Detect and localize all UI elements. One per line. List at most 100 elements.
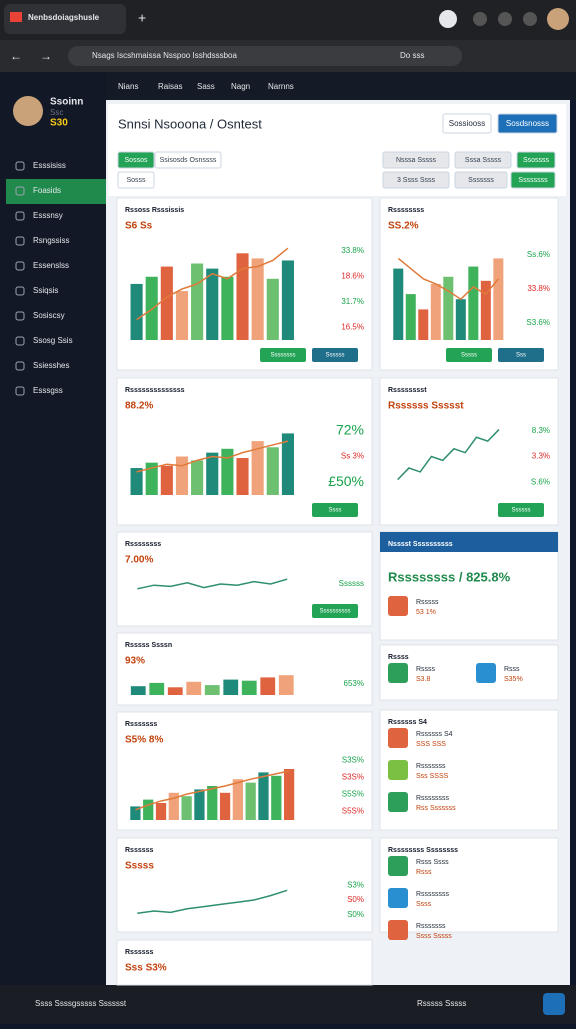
bar <box>223 679 239 695</box>
item-value: Rss Sssssss <box>416 805 456 812</box>
bar <box>281 433 294 495</box>
icon[interactable] <box>498 12 512 26</box>
nav-item[interactable]: Nians <box>118 82 138 91</box>
icon[interactable] <box>523 12 537 26</box>
nav-item[interactable]: Narnns <box>268 82 294 91</box>
header-button[interactable] <box>442 113 492 134</box>
filter-label: Ssisosds Osnssss <box>160 157 217 164</box>
item-icon <box>388 596 408 616</box>
side-label: S5S% <box>342 790 364 799</box>
item-icon <box>388 728 408 748</box>
bar <box>194 789 205 820</box>
filter-chip[interactable] <box>454 151 512 169</box>
side-label: 16.5% <box>341 322 364 331</box>
filter-chip[interactable] <box>117 171 155 189</box>
card-title: Nsssst Ssssssssss <box>388 541 453 548</box>
card-button[interactable] <box>446 348 492 362</box>
nav-item[interactable]: Nagn <box>231 82 250 91</box>
bar <box>206 268 219 340</box>
footer <box>0 985 576 1024</box>
filter-chip[interactable] <box>382 151 450 169</box>
footer-left: Ssss Ssssgsssss Sssssst <box>35 999 127 1008</box>
filter-label: Nsssa Sssss <box>396 157 437 164</box>
side-label: 3.3% <box>532 452 550 461</box>
filter-chip[interactable] <box>117 151 155 169</box>
icon[interactable] <box>473 12 487 26</box>
card-kpi: Sssss <box>125 861 154 872</box>
bar <box>186 681 202 695</box>
nav-item[interactable]: Raisas <box>158 82 182 91</box>
menu-item[interactable]: Sosiscsy <box>33 311 65 320</box>
filter-chip[interactable] <box>454 171 508 189</box>
menu-icon <box>15 211 25 221</box>
bar <box>393 268 404 340</box>
bar <box>405 294 416 340</box>
card <box>379 644 559 701</box>
tab[interactable] <box>4 4 126 34</box>
item-value: S3.8 <box>416 676 431 683</box>
filter-label: Ssossss <box>523 157 550 164</box>
line <box>135 770 290 811</box>
menu-item[interactable]: Ssiesshes <box>33 361 69 370</box>
menu-item[interactable]: Foasids <box>33 186 61 195</box>
card <box>116 711 373 831</box>
item-name: Rssssss S4 <box>416 731 453 738</box>
menu-item[interactable]: Essenslss <box>33 261 69 270</box>
menu-icon <box>15 236 25 246</box>
bar <box>191 263 204 340</box>
side-label: £50% <box>328 473 364 489</box>
item-value: S35% <box>504 676 523 683</box>
bar <box>281 260 294 340</box>
address-bar[interactable] <box>68 46 462 66</box>
filter-chip[interactable] <box>516 151 556 169</box>
nav-item[interactable]: Sass <box>197 82 215 91</box>
side-label: Ss 3% <box>341 452 364 461</box>
header-button[interactable] <box>497 113 558 134</box>
card-button[interactable] <box>498 503 544 517</box>
menu-item[interactable]: Ssiqsis <box>33 286 58 295</box>
card-button[interactable] <box>312 348 358 362</box>
forward[interactable]: → <box>40 49 52 63</box>
line <box>397 429 500 481</box>
card <box>116 939 373 986</box>
filter-label: Ssssssss <box>518 177 548 184</box>
side-label: S0% <box>347 895 364 904</box>
filter-chip[interactable] <box>510 171 556 189</box>
menu-item[interactable]: Ssosg Ssis <box>33 336 73 345</box>
side-label: S3% <box>347 880 364 889</box>
filter-chip[interactable] <box>154 151 222 169</box>
footer-icon[interactable] <box>543 993 565 1015</box>
icon[interactable] <box>439 10 457 28</box>
card-button-label: Ssss <box>328 508 341 514</box>
new-tab[interactable]: + <box>138 10 146 26</box>
menu-item[interactable]: Esssgss <box>33 386 63 395</box>
bar <box>219 792 231 820</box>
bar <box>480 280 491 340</box>
menu-item[interactable]: Esssisiss <box>33 161 66 170</box>
card-button[interactable] <box>260 348 306 362</box>
item-name: Rssss <box>416 666 436 673</box>
menu-item[interactable]: Rsngssiss <box>33 236 69 245</box>
side-label: 33.8% <box>341 246 364 255</box>
side-label: 72% <box>336 422 364 438</box>
avatar[interactable] <box>547 8 569 30</box>
profile-role: Ssc <box>50 108 63 117</box>
bar <box>175 291 189 340</box>
side-label: 8.3% <box>532 426 550 435</box>
side-label: Ssssss <box>339 579 364 588</box>
card-button[interactable] <box>498 348 544 362</box>
item-icon <box>388 760 408 780</box>
menu-icon <box>15 286 25 296</box>
card-button[interactable] <box>312 604 358 618</box>
bar <box>241 680 257 695</box>
filter-chip[interactable] <box>382 171 450 189</box>
menu-icon <box>15 161 25 171</box>
bar <box>251 441 264 495</box>
item-name: Rssssssss <box>416 795 450 802</box>
profile-name: Ssoinn <box>50 97 83 108</box>
menu-item[interactable]: Esssnsy <box>33 211 63 220</box>
back[interactable]: ← <box>10 49 22 63</box>
card-button[interactable] <box>312 503 358 517</box>
active-item <box>6 179 106 204</box>
bar <box>191 460 204 495</box>
